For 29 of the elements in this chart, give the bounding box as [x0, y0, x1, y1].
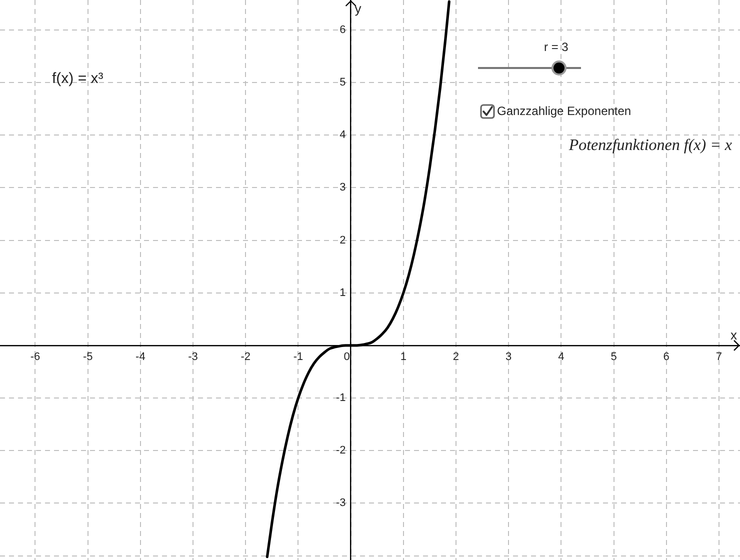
x-tick-label: 3	[506, 350, 512, 363]
annotation: Ganzzahlige Exponenten	[497, 104, 632, 118]
x-tick-label: -4	[136, 350, 146, 363]
annotation: r = 3	[544, 40, 568, 54]
x-axis-title: x	[730, 328, 738, 343]
annotation: Potenzfunktionen f(x) = x	[568, 137, 732, 155]
x-tick-label: -3	[188, 350, 198, 363]
y-tick-label: -1	[336, 392, 346, 404]
x-tick-label: -5	[82, 350, 93, 363]
y-tick-label: 4	[340, 129, 346, 142]
x-tick-label: 1	[400, 350, 406, 363]
y-tick-label: -2	[336, 444, 346, 457]
x-tick-label: -1	[293, 350, 304, 363]
y-tick-label: 2	[340, 234, 346, 246]
y-tick-label: -3	[336, 497, 346, 510]
x-tick-label: 0	[344, 350, 350, 363]
x-tick-label: 7	[716, 350, 722, 363]
x-tick-label: 6	[663, 350, 670, 363]
x-tick-label: -6	[30, 350, 40, 363]
y-tick-label: 1	[340, 286, 346, 299]
x-tick-label: -2	[240, 350, 251, 363]
y-tick-label: 3	[340, 182, 346, 194]
x-tick-label: 2	[452, 350, 460, 363]
x-tick-label: 5	[610, 350, 617, 363]
annotation: f(x) = x³	[52, 70, 104, 87]
y-tick-label: 5	[340, 76, 346, 89]
y-tick-label: 6	[340, 24, 346, 36]
y-axis-title: y	[354, 1, 362, 16]
x-tick-label: 4	[558, 350, 564, 363]
